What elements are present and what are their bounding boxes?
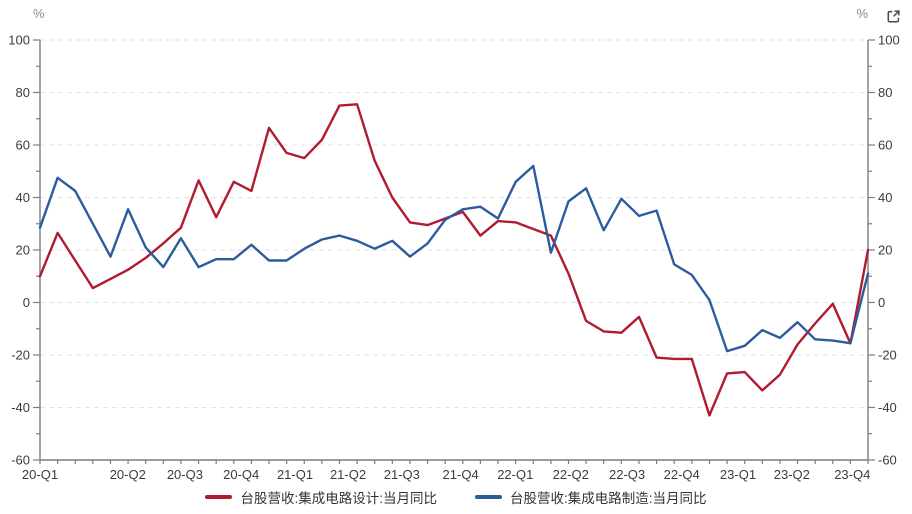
- svg-text:22-Q3: 22-Q3: [609, 467, 645, 482]
- svg-text:100: 100: [878, 33, 900, 48]
- svg-text:-60: -60: [11, 453, 30, 468]
- svg-text:23-Q1: 23-Q1: [720, 467, 756, 482]
- legend-label-ic-manufacturing: 台股营收:集成电路制造:当月同比: [510, 491, 707, 506]
- svg-text:40: 40: [16, 190, 30, 205]
- svg-text:22-Q1: 22-Q1: [497, 467, 533, 482]
- svg-text:60: 60: [878, 138, 892, 153]
- svg-text:20-Q3: 20-Q3: [167, 467, 203, 482]
- external-link-icon-glyph: [887, 9, 900, 22]
- svg-text:20-Q2: 20-Q2: [110, 467, 146, 482]
- y-axis-unit-right: %: [856, 6, 868, 21]
- svg-text:0: 0: [23, 295, 30, 310]
- svg-text:-40: -40: [878, 400, 897, 415]
- svg-text:23-Q4: 23-Q4: [834, 467, 870, 482]
- external-link-icon[interactable]: [882, 5, 904, 27]
- svg-text:21-Q2: 21-Q2: [330, 467, 366, 482]
- svg-text:-60: -60: [878, 453, 897, 468]
- svg-text:21-Q4: 21-Q4: [443, 467, 479, 482]
- svg-text:80: 80: [878, 85, 892, 100]
- svg-text:80: 80: [16, 85, 30, 100]
- svg-text:20-Q4: 20-Q4: [223, 467, 259, 482]
- svg-text:-20: -20: [11, 348, 30, 363]
- line-chart: 100 100 80 80 60 60 40 40 20 20 0 0 -20 -20 -40 -40 -60 -…: [8, 33, 900, 483]
- svg-text:-40: -40: [11, 400, 30, 415]
- legend: 台股营收:集成电路设计:当月同比 台股营收:集成电路制造:当月同比: [0, 487, 912, 507]
- svg-text:23-Q2: 23-Q2: [774, 467, 810, 482]
- svg-text:100: 100: [8, 33, 30, 48]
- svg-text:22-Q2: 22-Q2: [553, 467, 589, 482]
- legend-swatch-ic-manufacturing: [475, 495, 502, 499]
- svg-text:-20: -20: [878, 348, 897, 363]
- legend-swatch-ic-design: [205, 495, 233, 499]
- svg-text:0: 0: [878, 295, 885, 310]
- svg-text:20: 20: [878, 243, 892, 258]
- svg-text:60: 60: [16, 138, 30, 153]
- legend-item-ic-manufacturing[interactable]: 台股营收:集成电路制造:当月同比: [475, 487, 707, 507]
- legend-label-ic-design: 台股营收:集成电路设计:当月同比: [240, 491, 437, 506]
- svg-text:22-Q4: 22-Q4: [664, 467, 700, 482]
- svg-text:21-Q1: 21-Q1: [277, 467, 313, 482]
- legend-item-ic-design[interactable]: 台股营收:集成电路设计:当月同比: [205, 487, 437, 507]
- svg-text:21-Q3: 21-Q3: [384, 467, 420, 482]
- svg-text:40: 40: [878, 190, 892, 205]
- y-axis-unit-left: %: [33, 6, 45, 21]
- svg-text:20-Q1: 20-Q1: [22, 467, 58, 482]
- svg-text:20: 20: [16, 243, 30, 258]
